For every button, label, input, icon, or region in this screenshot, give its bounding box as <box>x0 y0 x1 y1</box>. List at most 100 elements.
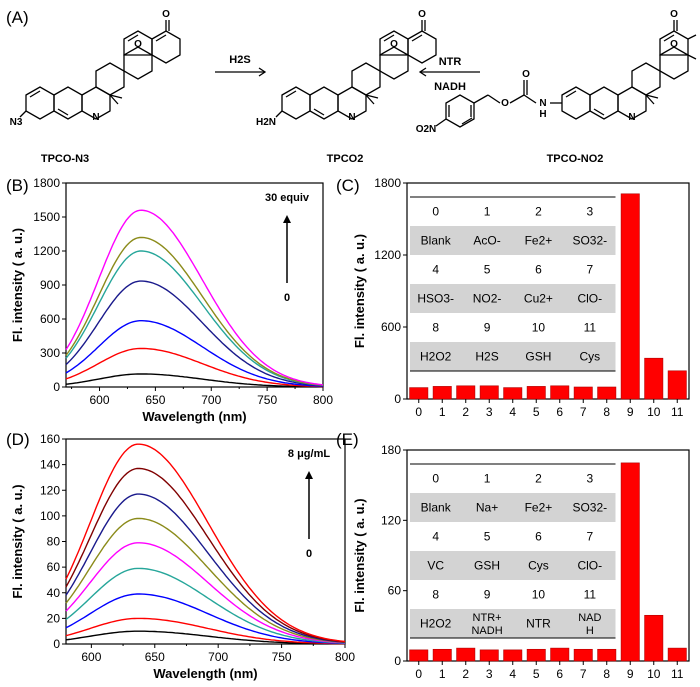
x-axis-label-b: Wavelength (nm) <box>142 409 246 424</box>
x-tick-label-d: 750 <box>272 650 292 664</box>
legend-cell-c: 7 <box>586 263 593 277</box>
atom-o-ring-1: O <box>134 39 142 50</box>
y-tick-label-b: 0 <box>53 380 60 394</box>
annotation-bottom-d: 0 <box>306 548 312 560</box>
legend-cell-e: 3 <box>586 472 593 486</box>
atom-o-3: O <box>670 9 678 20</box>
y-tick-label-c: 0 <box>394 392 401 406</box>
x-tick-label-c: 0 <box>415 405 422 419</box>
legend-cell-c: Fe2+ <box>525 234 553 248</box>
y-tick-label-e: 60 <box>388 584 402 598</box>
legend-cell-c: Blank <box>421 234 452 248</box>
emission-curve-b-6 <box>65 209 324 386</box>
legend-cell-e: ClO- <box>577 559 602 573</box>
azide-group: N3 <box>10 117 23 128</box>
reagent-ntr: NTR <box>439 56 462 68</box>
x-tick-label-b: 800 <box>313 393 333 407</box>
x-tick-label-e: 10 <box>647 667 661 681</box>
x-tick-label-b: 600 <box>90 393 110 407</box>
x-tick-label-c: 7 <box>580 405 587 419</box>
x-tick-label-e: 1 <box>439 667 446 681</box>
x-tick-label-c: 8 <box>603 405 610 419</box>
annotation-top-b: 30 equiv <box>265 192 310 204</box>
legend-cell-e: Cys <box>528 559 549 573</box>
y-tick-label-e: 180 <box>381 443 401 457</box>
plot-frame-e <box>406 449 690 662</box>
emission-curve-d-3 <box>65 567 346 644</box>
amine-group: H2N <box>256 117 276 128</box>
bar-e-4 <box>503 649 523 662</box>
bar-e-2 <box>456 647 476 662</box>
legend-cell-c: Cys <box>579 350 600 364</box>
legend-cell-e: 4 <box>432 530 439 544</box>
bar-e-5 <box>526 648 546 662</box>
panel-c-label: (C) <box>336 176 360 195</box>
panel-d-label: (D) <box>6 430 30 449</box>
y-tick-label-b: 300 <box>40 346 60 360</box>
bar-e-0 <box>409 649 429 662</box>
bar-e-9 <box>620 462 640 662</box>
y-tick-label-d: 160 <box>40 432 60 446</box>
x-tick-label-e: 8 <box>603 667 610 681</box>
bar-c-9 <box>620 193 640 400</box>
label-tpco-no2: TPCO-NO2 <box>547 153 604 165</box>
legend-cell-e: 9 <box>484 588 491 602</box>
bar-e-7 <box>573 648 593 662</box>
annotation-arrowhead-b <box>283 215 291 223</box>
y-tick-label-d: 120 <box>40 483 60 497</box>
x-tick-label-c: 1 <box>439 405 446 419</box>
legend-cell-c: H2O2 <box>420 350 452 364</box>
y-axis-label-d: Fl. intensity ( a. u.) <box>10 484 25 598</box>
annotation-arrowhead-d <box>305 471 313 479</box>
legend-cell-e: NADH <box>471 625 502 637</box>
bar-e-1 <box>432 648 452 662</box>
x-tick-label-b: 700 <box>201 393 221 407</box>
x-tick-label-c: 9 <box>627 405 634 419</box>
legend-cell-c: 1 <box>484 205 491 219</box>
legend-cell-e: NAD <box>578 612 601 624</box>
legend-cell-c: ClO- <box>577 292 602 306</box>
x-tick-label-d: 600 <box>81 650 101 664</box>
annotation-bottom-b: 0 <box>284 292 290 304</box>
y-tick-label-d: 140 <box>40 458 60 472</box>
bar-c-0 <box>409 387 429 400</box>
atom-o-carbonyl: O <box>522 69 530 80</box>
x-tick-label-e: 4 <box>509 667 516 681</box>
atom-o-ring-2: O <box>390 39 398 50</box>
atom-n-carbamate: N <box>539 98 546 109</box>
legend-cell-c: Cu2+ <box>524 292 553 306</box>
reagent-nadh: NADH <box>434 81 466 93</box>
x-tick-label-c: 10 <box>647 405 661 419</box>
legend-cell-c: 0 <box>432 205 439 219</box>
y-tick-label-d: 40 <box>47 586 61 600</box>
legend-cell-e: Blank <box>421 501 452 515</box>
x-tick-label-e: 9 <box>627 667 634 681</box>
legend-cell-c: H2S <box>475 350 498 364</box>
y-tick-label-c: 1800 <box>374 176 401 190</box>
legend-cell-e: Na+ <box>476 501 498 515</box>
legend-cell-e: 1 <box>484 472 491 486</box>
atom-n-ring-1: N <box>92 112 99 123</box>
x-tick-label-c: 11 <box>671 405 684 419</box>
legend-cell-c: 3 <box>586 205 593 219</box>
bar-e-11 <box>667 647 687 662</box>
legend-cell-c: AcO- <box>473 234 500 248</box>
x-axis-label-d: Wavelength (nm) <box>153 666 257 681</box>
legend-cell-c: GSH <box>525 350 551 364</box>
emission-curve-d-4 <box>65 542 346 644</box>
label-tpco-n3: TPCO-N3 <box>41 153 89 165</box>
y-tick-label-e: 0 <box>394 654 401 668</box>
y-tick-label-d: 80 <box>47 535 61 549</box>
bar-e-6 <box>550 647 570 662</box>
atom-o-2: O <box>418 9 426 20</box>
emission-curve-d-1 <box>65 617 346 645</box>
legend-row-shade-c <box>410 284 616 313</box>
panel-e-label: (E) <box>336 430 359 449</box>
legend-row-shade-c <box>410 226 616 255</box>
emission-curve-b-5 <box>65 236 324 386</box>
panel-b-label: (B) <box>6 176 29 195</box>
atom-o-ring-3: O <box>670 39 678 50</box>
legend-cell-e: 11 <box>584 588 597 602</box>
reaction-scheme: O O N N3 O O N H2N O O N O O N H O2N H2S… <box>10 9 697 165</box>
